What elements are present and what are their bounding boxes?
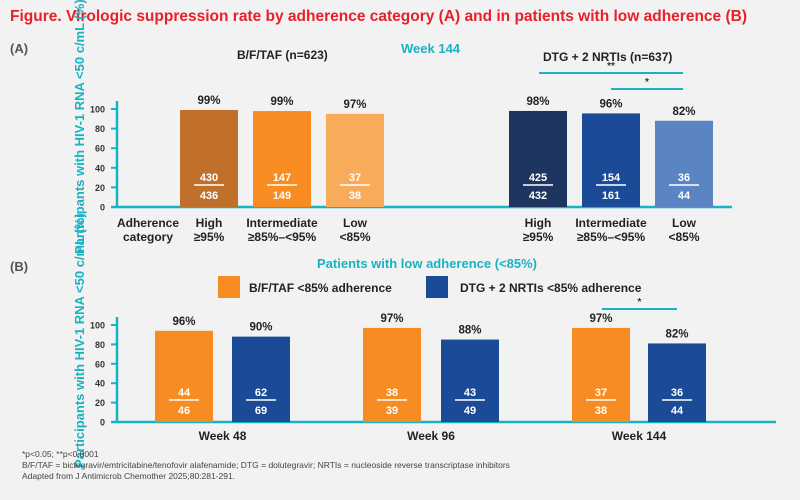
- bar-value-label: 98%: [526, 96, 549, 108]
- category-sublabel: <85%: [339, 230, 370, 244]
- bar-denominator: 69: [255, 405, 267, 417]
- bar-denominator: 44: [678, 190, 691, 202]
- bar: [232, 336, 290, 422]
- category-sublabel: <85%: [668, 230, 699, 244]
- y-tick-label: 20: [95, 398, 105, 408]
- category-label: Intermediate: [246, 216, 318, 230]
- bar-numerator: 36: [671, 387, 683, 399]
- bar-denominator: 46: [178, 405, 190, 417]
- y-tick-label: 100: [90, 105, 105, 115]
- legend-swatch-bftaf: [218, 276, 240, 298]
- group-title-dtg: DTG + 2 NRTIs (n=637): [543, 50, 673, 64]
- bar-value-label: 88%: [458, 325, 481, 337]
- bar-value-label: 90%: [249, 322, 272, 334]
- legend-label-bftaf: B/F/TAF <85% adherence: [249, 281, 392, 295]
- bar: [155, 330, 213, 422]
- significance-marker: **: [607, 61, 615, 72]
- y-tick-label: 80: [95, 124, 105, 134]
- bar-value-label: 99%: [197, 95, 220, 107]
- category-label: Low: [343, 216, 368, 230]
- panel-b-chart: 0 20 40 60 80 100 96% 44 46 97% 38 39 97% 37 38 90% 62 69…: [90, 297, 776, 443]
- bar-denominator: 44: [671, 405, 684, 417]
- bar-denominator: 161: [602, 190, 620, 202]
- bar-numerator: 36: [678, 172, 690, 184]
- category-label-adherence: category: [123, 230, 173, 244]
- footnote-abbreviations: B/F/TAF = bictegravir/emtricitabine/teno…: [22, 460, 510, 470]
- bar-denominator: 38: [349, 190, 361, 202]
- bar: [253, 111, 311, 207]
- category-sublabel: ≥95%: [523, 230, 554, 244]
- bar-value-label: 82%: [665, 328, 688, 340]
- panel-a-chart: 0 20 40 60 80 100 99% 430 436 99% 147 149 97% 37 38 98%…: [90, 61, 732, 244]
- bar-denominator: 39: [386, 405, 398, 417]
- panel-b-label: (B): [10, 259, 29, 274]
- bar: [180, 109, 238, 207]
- bar-numerator: 44: [178, 387, 191, 399]
- bar: [572, 327, 630, 422]
- bar-value-label: 96%: [599, 98, 622, 110]
- category-label: Week 144: [612, 429, 667, 443]
- bar-value-label: 82%: [672, 106, 695, 118]
- category-sublabel: ≥85%–<95%: [248, 230, 317, 244]
- y-tick-label: 80: [95, 340, 105, 350]
- y-tick-label: 0: [100, 203, 105, 213]
- category-sublabel: ≥95%: [194, 230, 225, 244]
- bar-denominator: 432: [529, 190, 547, 202]
- footnote-significance: *p<0.05; **p<0.0001: [22, 449, 99, 459]
- bar: [326, 113, 384, 207]
- category-label: Week 96: [407, 429, 455, 443]
- bar: [441, 339, 499, 422]
- significance-marker: *: [638, 297, 642, 308]
- category-label: Week 48: [199, 429, 247, 443]
- panel-b-title: Patients with low adherence (<85%): [317, 256, 537, 271]
- y-tick-label: 20: [95, 183, 105, 193]
- category-label: High: [196, 216, 223, 230]
- bar-numerator: 37: [595, 387, 607, 399]
- bar: [509, 110, 567, 207]
- panel-a-label: (A): [10, 41, 29, 56]
- bar-numerator: 38: [386, 387, 398, 399]
- category-label-adherence: Adherence: [117, 216, 179, 230]
- figure-title: Figure. Virologic suppression rate by ad…: [10, 8, 747, 25]
- bar-value-label: 96%: [172, 316, 195, 328]
- y-tick-label: 40: [95, 379, 105, 389]
- bar: [648, 343, 706, 422]
- bar-numerator: 154: [602, 172, 621, 184]
- y-tick-label: 0: [100, 418, 105, 428]
- category-label: Low: [672, 216, 697, 230]
- y-tick-label: 60: [95, 144, 105, 154]
- legend-swatch-dtg: [426, 276, 448, 298]
- bar-numerator: 430: [200, 172, 218, 184]
- significance-marker: *: [645, 77, 649, 88]
- category-sublabel: ≥85%–<95%: [577, 230, 646, 244]
- legend-label-dtg: DTG + 2 NRTIs <85% adherence: [460, 281, 642, 295]
- category-label: Intermediate: [575, 216, 647, 230]
- bar: [363, 327, 421, 422]
- panel-a-week-title: Week 144: [401, 41, 461, 56]
- bar-value-label: 97%: [589, 313, 612, 325]
- bar-numerator: 43: [464, 387, 476, 399]
- bar: [655, 120, 713, 207]
- bar-value-label: 99%: [270, 96, 293, 108]
- bar-denominator: 149: [273, 190, 291, 202]
- footnote-source: Adapted from J Antimicrob Chemother 2025…: [22, 471, 236, 481]
- bar-denominator: 38: [595, 405, 607, 417]
- bar-numerator: 37: [349, 172, 361, 184]
- bar-value-label: 97%: [380, 313, 403, 325]
- bar-numerator: 62: [255, 387, 267, 399]
- y-tick-label: 100: [90, 321, 105, 331]
- y-tick-label: 60: [95, 359, 105, 369]
- bar-value-label: 97%: [343, 99, 366, 111]
- bar: [582, 113, 640, 207]
- bar-denominator: 49: [464, 405, 476, 417]
- group-title-bftaf: B/F/TAF (n=623): [237, 48, 328, 62]
- bar-numerator: 425: [529, 172, 547, 184]
- bar-numerator: 147: [273, 172, 291, 184]
- y-tick-label: 40: [95, 163, 105, 173]
- bar-denominator: 436: [200, 190, 218, 202]
- category-label: High: [525, 216, 552, 230]
